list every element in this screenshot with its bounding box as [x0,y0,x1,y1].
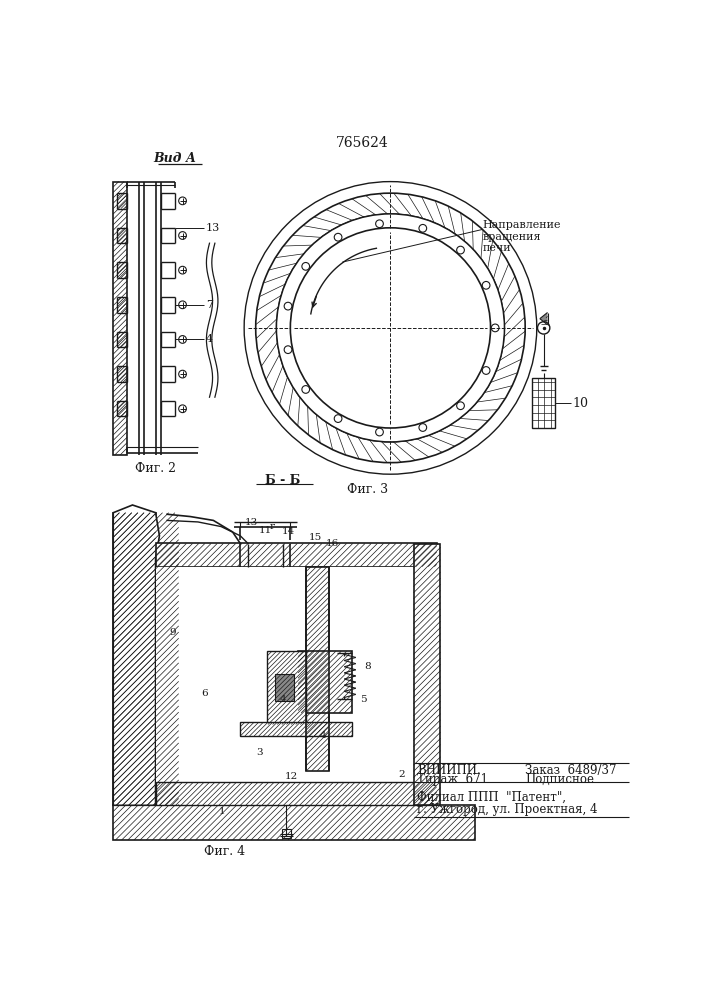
Polygon shape [540,312,547,325]
Text: Вид А: Вид А [153,152,197,165]
Bar [113,513,156,805]
Bar [298,651,352,713]
Text: Заказ  6489/37: Заказ 6489/37 [525,764,617,777]
Bar [113,182,127,455]
Text: 13: 13 [206,223,220,233]
Text: 4: 4 [320,732,327,740]
Text: Фиг. 4: Фиг. 4 [204,845,245,858]
Text: 14: 14 [282,527,296,536]
Bar [267,651,305,724]
Text: 1: 1 [219,807,226,816]
Bar [414,544,440,805]
Text: 3: 3 [256,748,263,757]
Circle shape [302,262,310,270]
Text: 13: 13 [245,518,259,527]
Text: 4: 4 [279,695,286,704]
Circle shape [419,224,426,232]
Text: 765624: 765624 [336,136,388,150]
Bar [305,567,329,771]
Circle shape [276,214,504,442]
Text: ВНИИПИ.: ВНИИПИ. [417,764,481,777]
Circle shape [284,302,292,310]
Text: r: r [270,522,275,531]
Circle shape [482,281,490,289]
Text: Подписное: Подписное [525,773,594,786]
Bar [156,567,437,805]
Bar [282,829,291,838]
Text: 7: 7 [206,300,213,310]
Text: 15: 15 [308,533,322,542]
Text: Тираж  671: Тираж 671 [417,773,489,786]
Text: Фиг. 2: Фиг. 2 [135,462,176,475]
Circle shape [291,228,491,428]
Circle shape [302,386,310,393]
Bar [156,782,437,805]
Circle shape [491,324,499,332]
Text: 8: 8 [364,662,370,671]
Wedge shape [256,193,525,463]
Text: Б - Б: Б - Б [265,474,300,487]
Bar [240,722,352,736]
Text: Направление
вращения
печи: Направление вращения печи [483,220,561,253]
Bar [113,805,475,840]
Bar [532,378,555,428]
Text: Фиг. 3: Фиг. 3 [346,483,388,496]
Text: 2: 2 [399,770,405,779]
Text: 10: 10 [572,397,588,410]
Bar [156,543,437,567]
Text: г. Ужгород, ул. Проектная, 4: г. Ужгород, ул. Проектная, 4 [417,803,598,816]
Text: 16: 16 [326,539,339,548]
Bar [275,674,294,701]
Text: 6: 6 [201,689,207,698]
Circle shape [375,220,383,228]
Circle shape [284,346,292,354]
Text: Филиал ППП  "Патент",: Филиал ППП "Патент", [417,791,566,804]
Circle shape [457,246,464,254]
Text: 11: 11 [259,526,272,535]
Circle shape [537,322,550,334]
Circle shape [276,214,504,442]
Text: 5: 5 [360,695,367,704]
Circle shape [334,415,342,422]
Circle shape [375,428,383,436]
Circle shape [482,367,490,374]
Text: 9: 9 [169,628,176,637]
Circle shape [334,233,342,241]
Circle shape [419,424,426,431]
Polygon shape [113,505,160,805]
Text: 4: 4 [206,334,213,344]
Circle shape [457,402,464,410]
Text: 12: 12 [285,772,298,781]
